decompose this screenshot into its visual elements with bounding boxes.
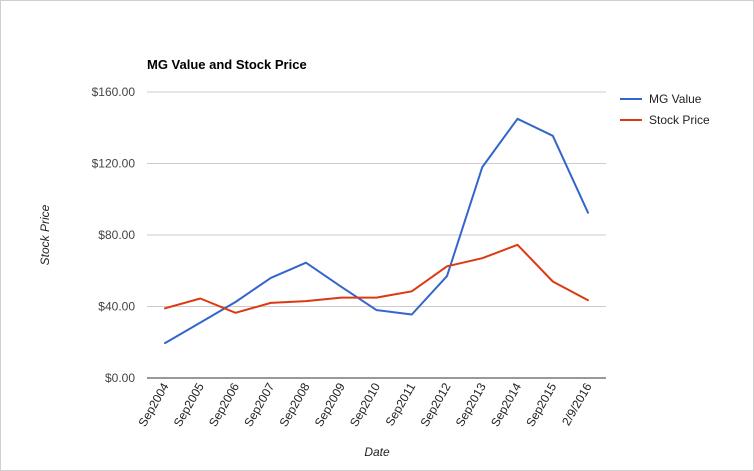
series-line-mg-value <box>164 117 589 345</box>
legend: MG Value Stock Price <box>620 92 710 127</box>
legend-label: MG Value <box>649 92 702 106</box>
x-tick-label: Sep2012 <box>417 380 453 429</box>
y-tick-label: $120.00 <box>92 157 136 171</box>
y-tick-label: $160.00 <box>92 85 136 99</box>
y-tick-label: $80.00 <box>98 228 135 242</box>
x-tick-label: Sep2005 <box>171 380 207 429</box>
x-tick-label: Sep2013 <box>453 380 489 429</box>
gridlines <box>147 91 606 379</box>
y-axis-label: Stock Price <box>38 204 52 265</box>
x-tick-label: Sep2009 <box>312 380 348 429</box>
chart-title: MG Value and Stock Price <box>147 57 307 72</box>
y-tick-label: $0.00 <box>105 371 135 385</box>
x-tick-label: Sep2008 <box>276 380 312 429</box>
x-tick-label: Sep2014 <box>488 380 524 429</box>
y-tick-label: $40.00 <box>98 300 135 314</box>
x-tick-label: Sep2015 <box>523 380 559 429</box>
x-tick-label: Sep2010 <box>347 380 383 429</box>
series-lines <box>164 117 589 345</box>
x-tick-label: 2/9/2016 <box>559 380 595 428</box>
x-axis-label: Date <box>364 445 390 459</box>
x-tick-labels: Sep2004 Sep2005 Sep2006 Sep2007 Sep2008 Sep20… <box>135 380 594 429</box>
x-tick-label: Sep2011 <box>383 380 419 428</box>
x-tick-label: Sep2006 <box>206 380 242 429</box>
x-tick-label: Sep2004 <box>135 380 171 429</box>
x-tick-label: Sep2007 <box>241 380 277 429</box>
y-tick-labels: $0.00 $40.00 $80.00 $120.00 $160.00 <box>92 85 136 385</box>
legend-label: Stock Price <box>649 113 710 127</box>
series-line-stock-price <box>164 243 589 314</box>
